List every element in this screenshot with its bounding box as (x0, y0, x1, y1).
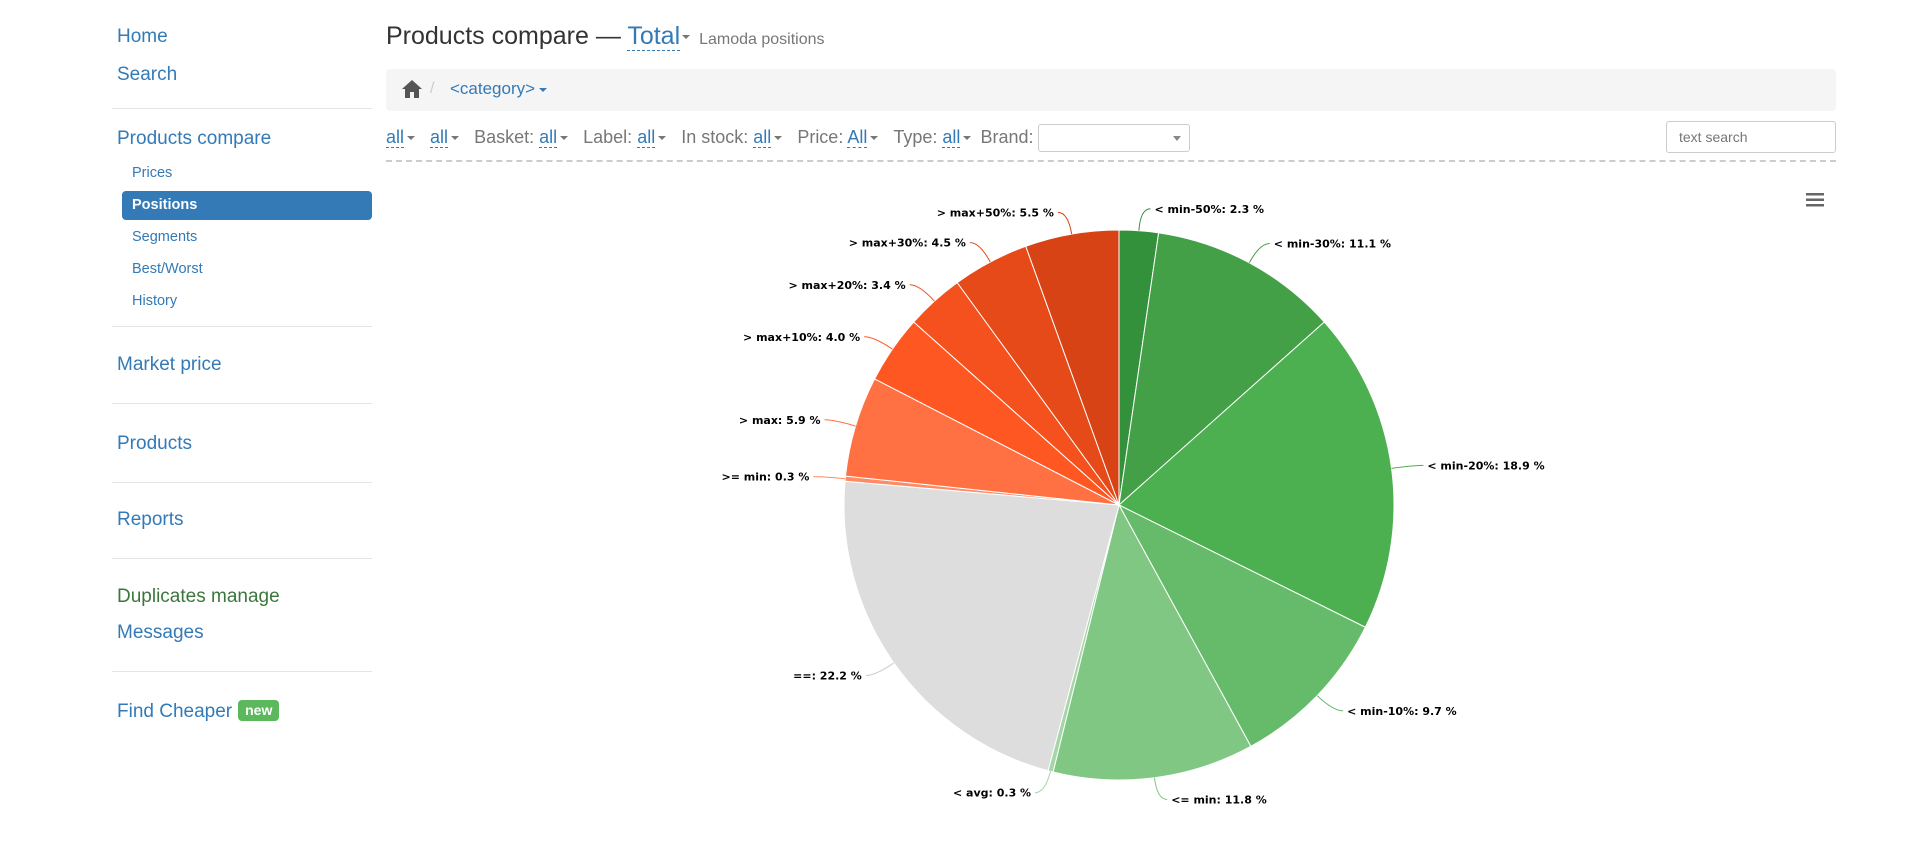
pie-slice-max-50[interactable] (1025, 229, 1120, 506)
pie-slice-min-30[interactable] (1118, 232, 1325, 507)
filter-basket[interactable]: Basket: all (474, 126, 569, 148)
pie-label-min-50: < min-50%: 2.3 % (1155, 203, 1265, 216)
nav-find-cheaper-row: Find Cheaper new (112, 694, 372, 731)
filter-2[interactable]: all (430, 126, 460, 148)
filter-basket-label: Basket: (474, 126, 535, 147)
nav-sub-segments[interactable]: Segments (132, 229, 198, 245)
nav-products[interactable]: Products (117, 433, 192, 454)
caret-down-icon (539, 87, 548, 92)
filter-type-label: Type: (893, 126, 938, 147)
filter-1-value: all (386, 126, 405, 148)
pie-slice-min-10[interactable] (1117, 503, 1367, 748)
pie-label-max-50: > max+50%: 5.5 % (937, 206, 1054, 219)
brand-select[interactable] (1037, 124, 1190, 152)
nav-products-compare[interactable]: Products compare (117, 128, 272, 149)
filter-label-value: all (637, 126, 656, 148)
filter-price-label: Price: (797, 126, 844, 147)
filter-1[interactable]: all (386, 126, 416, 148)
sidebar: Home Search Products compare Prices Posi… (112, 18, 372, 731)
divider (112, 403, 372, 404)
divider (112, 326, 372, 327)
category-dropdown-label: <category> (450, 79, 536, 98)
page-subtitle: Lamoda positions (699, 31, 825, 48)
divider (112, 482, 372, 483)
pie-connector-eq (865, 662, 895, 676)
divider (112, 558, 372, 559)
caret-down-icon (870, 136, 879, 140)
filter-type-value: all (942, 126, 961, 148)
text-search-input[interactable] (1666, 121, 1836, 153)
home-icon[interactable] (401, 79, 423, 104)
pie-label-min: <= min: 11.8 % (1171, 794, 1267, 807)
nav-sub-prices[interactable]: Prices (132, 165, 173, 181)
pie-connector-min-10 (1316, 695, 1344, 712)
pie-label-avg: < avg: 0.3 % (953, 787, 1031, 800)
pie-connector-min-30 (1248, 243, 1270, 264)
breadcrumb: / <category> (386, 69, 1836, 111)
filter-price-value: All (847, 126, 868, 148)
pie-label-max-30: > max+30%: 4.5 % (849, 237, 966, 250)
filter-label[interactable]: Label: all (583, 126, 667, 148)
page-title-text: Products compare — (386, 22, 621, 50)
breadcrumb-separator: / (430, 80, 435, 97)
nav-search[interactable]: Search (117, 64, 178, 85)
nav-sub-history[interactable]: History (132, 293, 178, 309)
pie-label-max-10: > max+10%: 4.0 % (743, 331, 860, 344)
total-dropdown[interactable]: Total (627, 22, 681, 51)
pie-connector-max-50 (1057, 211, 1073, 235)
pie-chart: < min-50%: 2.3 % < min-30%: 11.1 % < min-2… (721, 203, 1544, 807)
nav-duplicates-manage[interactable]: Duplicates manage (117, 586, 280, 607)
caret-down-icon (682, 35, 691, 40)
divider (112, 108, 372, 109)
pie-label-min-20: < min-20%: 18.9 % (1427, 459, 1544, 472)
divider (112, 671, 372, 672)
filter-2-value: all (430, 126, 449, 148)
nav-sub-best-worst[interactable]: Best/Worst (132, 261, 203, 277)
pie-label-eq: ==: 22.2 % (793, 670, 862, 683)
caret-down-icon (774, 136, 783, 140)
pie-label-max-20: > max+20%: 3.4 % (788, 279, 905, 292)
caret-down-icon (560, 136, 569, 140)
nav-reports[interactable]: Reports (117, 509, 184, 530)
pie-label-min: >= min: 0.3 % (721, 471, 809, 484)
caret-down-icon (963, 136, 972, 140)
filter-in-stock-label: In stock: (681, 126, 749, 147)
caret-down-icon (407, 136, 416, 140)
category-dropdown[interactable]: <category> (450, 79, 548, 99)
filter-in-stock-value: all (753, 126, 772, 148)
pie-connector-avg (1035, 771, 1051, 794)
chevron-down-icon (1172, 136, 1181, 141)
nav-messages[interactable]: Messages (117, 622, 204, 643)
pie-label-min-10: < min-10%: 9.7 % (1347, 705, 1457, 718)
nav-market-price[interactable]: Market price (117, 354, 222, 375)
pie-connector-max-20 (909, 284, 935, 302)
caret-down-icon (658, 136, 667, 140)
pie-connector-min (1153, 777, 1168, 800)
filter-price[interactable]: Price: All (797, 126, 879, 148)
pie-connector-max-30 (969, 242, 991, 263)
page-title: Products compare — Total Lamoda position… (386, 22, 825, 51)
pie-label-min-30: < min-30%: 11.1 % (1274, 238, 1391, 251)
filter-basket-value: all (539, 126, 558, 148)
pie-connector-min-50 (1138, 208, 1151, 231)
nav-home[interactable]: Home (117, 26, 168, 47)
pie-connector-min-20 (1391, 464, 1424, 469)
caret-down-icon (451, 136, 460, 140)
pie-connector-max-10 (864, 336, 893, 350)
total-dropdown-label: Total (627, 22, 681, 50)
filter-type[interactable]: Type: all (893, 126, 972, 148)
pie-connector-max (824, 419, 856, 427)
chart-menu-icon[interactable] (1806, 192, 1824, 213)
nav-find-cheaper[interactable]: Find Cheaper (117, 701, 233, 722)
filter-brand-label: Brand: (980, 126, 1034, 147)
filter-in-stock[interactable]: In stock: all (681, 126, 783, 148)
nav-sub-positions[interactable]: Positions (122, 191, 372, 220)
pie-label-max: > max: 5.9 % (739, 414, 821, 427)
filter-bar: all all Basket: all Label: all In stock:… (386, 121, 1836, 162)
new-badge: new (238, 700, 280, 721)
pie-connector-min (813, 476, 846, 480)
filter-label-label: Label: (583, 126, 633, 147)
